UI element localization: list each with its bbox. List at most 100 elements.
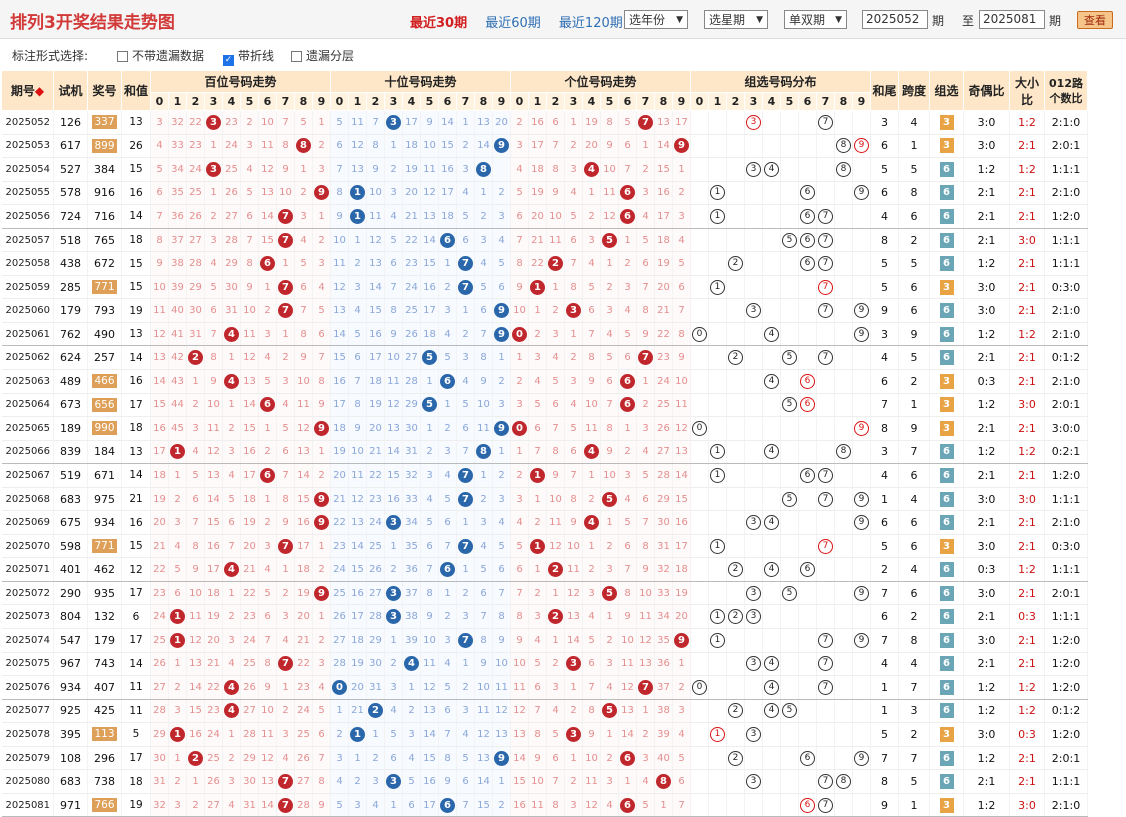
omission-cell: 2 [546,652,565,677]
group-number: 7 [818,350,833,366]
group-empty-cell [744,793,763,817]
test-number-cell: 683 [53,769,88,794]
digit-header: 4 [222,92,241,111]
ball-number: 1 [170,444,185,460]
omission-cell: 2 [168,769,187,794]
group-empty-cell [780,440,799,465]
option-polyline[interactable]: ✓ 带折线 [223,49,275,66]
digit-header: 7 [636,92,655,111]
group-type-badge: 3 [939,397,954,413]
group-empty-cell [834,699,853,724]
checkbox-checked-icon[interactable]: ✓ [223,55,234,66]
prize-cell: 671 [87,463,122,488]
weekday-select[interactable]: 选星期 ▼ [704,10,768,29]
omission-cell: 4 [186,440,205,465]
link-recent-30[interactable]: 最近30期 [410,16,468,31]
group-ball: 1 [708,204,727,229]
group-type-cell: 3 [929,134,964,159]
group-empty-cell [708,746,727,771]
omission-cell: 38 [168,251,187,276]
omission-cell: 12 [384,393,403,418]
omission-cell: 2 [258,440,277,465]
omission-cell: 2 [330,722,349,747]
checkbox-icon[interactable] [117,51,128,62]
omission-cell: 3 [564,157,583,182]
odd-even-cell: 3:0 [963,110,1010,135]
omission-cell: 1 [294,157,313,182]
group-empty-cell [762,746,781,771]
route-ratio-cell: 2:1:0 [1044,510,1088,535]
omission-cell: 16 [186,722,205,747]
omission-cell: 27 [330,628,349,653]
year-select[interactable]: 选年份 ▼ [624,10,688,29]
omission-cell: 2 [258,298,277,323]
option-no-omission[interactable]: 不带遗漏数据 [117,47,204,64]
omission-cell: 24 [240,628,259,653]
checkbox-icon[interactable] [291,51,302,62]
group-number: 2 [728,750,743,766]
group-ball: 1 [708,628,727,653]
group-empty-cell [690,510,709,535]
omission-cell: 3 [276,369,295,394]
group-empty-cell [834,110,853,135]
prize-number: 132 [94,610,115,624]
omission-cell: 2 [636,157,655,182]
table-row: 2025070 598 771 15 21 4 8 16 7 20 3 7 17 1 23 14 25 1 35 6 7… [1,534,1088,559]
group-empty-cell [852,251,871,276]
trend-ball: 7 [276,275,295,300]
group-ball: 9 [852,181,871,206]
group-empty-cell [690,157,709,182]
group-number: 7 [818,679,833,695]
prize-number: 384 [94,162,115,176]
omission-cell: 8 [348,393,367,418]
omission-cell: 9 [564,510,583,535]
link-recent-60[interactable]: 最近60期 [485,16,541,31]
col-ge: 个位号码走势 [510,70,691,93]
omission-cell: 6 [456,416,475,441]
group-empty-cell [798,487,817,512]
trend-ball: 1 [528,463,547,488]
omission-cell: 13 [420,699,439,724]
group-empty-cell [690,440,709,465]
col-period[interactable]: 期号◆ [1,70,54,111]
omission-cell: 17 [420,793,439,817]
prize-number: 184 [94,445,115,459]
ball-number: 6 [260,256,275,272]
omission-cell: 10 [474,675,493,700]
link-recent-120[interactable]: 最近120期 [558,16,623,31]
ball-number: 4 [224,373,239,389]
option-omission-layer[interactable]: 遗漏分层 [291,47,354,64]
tail-cell: 3 [870,110,899,135]
omission-cell: 9 [276,510,295,535]
omission-cell: 2 [510,463,529,488]
test-number-cell: 925 [53,699,88,724]
route-ratio-cell: 0:1:2 [1044,345,1088,371]
omission-cell: 1 [528,557,547,582]
big-small-cell: 2:1 [1009,298,1045,323]
omission-cell: 12 [348,487,367,512]
oddeven-select[interactable]: 单双期 ▼ [784,10,847,29]
omission-cell: 4 [222,652,241,677]
route-ratio-cell: 2:0:1 [1044,393,1088,418]
omission-cell: 13 [348,510,367,535]
view-button[interactable]: 查看 [1077,11,1113,29]
omission-cell: 3 [204,228,223,253]
sum-cell: 16 [121,510,151,535]
omission-cell: 17 [672,534,691,559]
omission-cell: 22 [330,510,349,535]
group-empty-cell [780,463,799,488]
group-empty-cell [726,628,745,653]
digit-header: 2 [366,92,385,111]
group-empty-cell [708,793,727,817]
route-ratio-cell: 2:1:0 [1044,793,1088,817]
omission-cell: 6 [294,275,313,300]
group-empty-cell [798,440,817,465]
omission-cell: 12 [618,675,637,700]
to-period-input[interactable]: 2025081 [979,10,1045,29]
from-period-input[interactable]: 2025052 [862,10,928,29]
test-number-cell: 673 [53,393,88,418]
group-empty-cell [816,510,835,535]
omission-cell: 1 [546,275,565,300]
prize-cell: 296 [87,746,122,771]
omission-cell: 6 [258,604,277,630]
